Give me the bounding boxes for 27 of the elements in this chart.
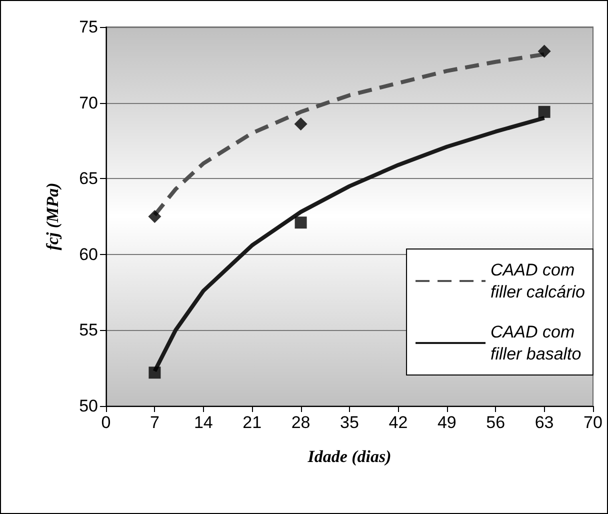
x-tick-label: 42 — [388, 413, 408, 432]
x-tick-label: 14 — [194, 413, 213, 432]
x-tick-label: 70 — [584, 413, 602, 432]
x-tick-label: 7 — [150, 413, 160, 432]
y-tick-label: 55 — [79, 320, 98, 340]
x-tick-label: 28 — [291, 413, 310, 432]
x-tick-label: 0 — [101, 413, 111, 432]
point — [294, 216, 307, 229]
y-tick-label: 65 — [79, 169, 98, 188]
y-tick-label: 75 — [79, 18, 98, 36]
point — [148, 366, 161, 379]
point — [294, 118, 308, 131]
y-tick-label: 70 — [79, 93, 98, 112]
y-tick-label: 60 — [79, 244, 98, 264]
point — [538, 106, 550, 118]
legend-label: CAAD com filler basalto — [490, 322, 582, 364]
x-tick-label: 21 — [242, 413, 262, 432]
x-tick-label: 56 — [486, 413, 506, 432]
x-tick-label: 35 — [340, 413, 359, 432]
x-tick-label: 49 — [437, 413, 456, 432]
point — [538, 44, 551, 58]
x-axis-title: Idade (dias) — [306, 447, 392, 466]
point — [148, 210, 162, 223]
y-tick-label: 50 — [79, 396, 98, 416]
y-axis-title: fcj (MPa) — [43, 182, 62, 250]
x-tick-label: 63 — [534, 413, 554, 432]
legend-label: CAAD com filler calcário — [490, 260, 586, 302]
